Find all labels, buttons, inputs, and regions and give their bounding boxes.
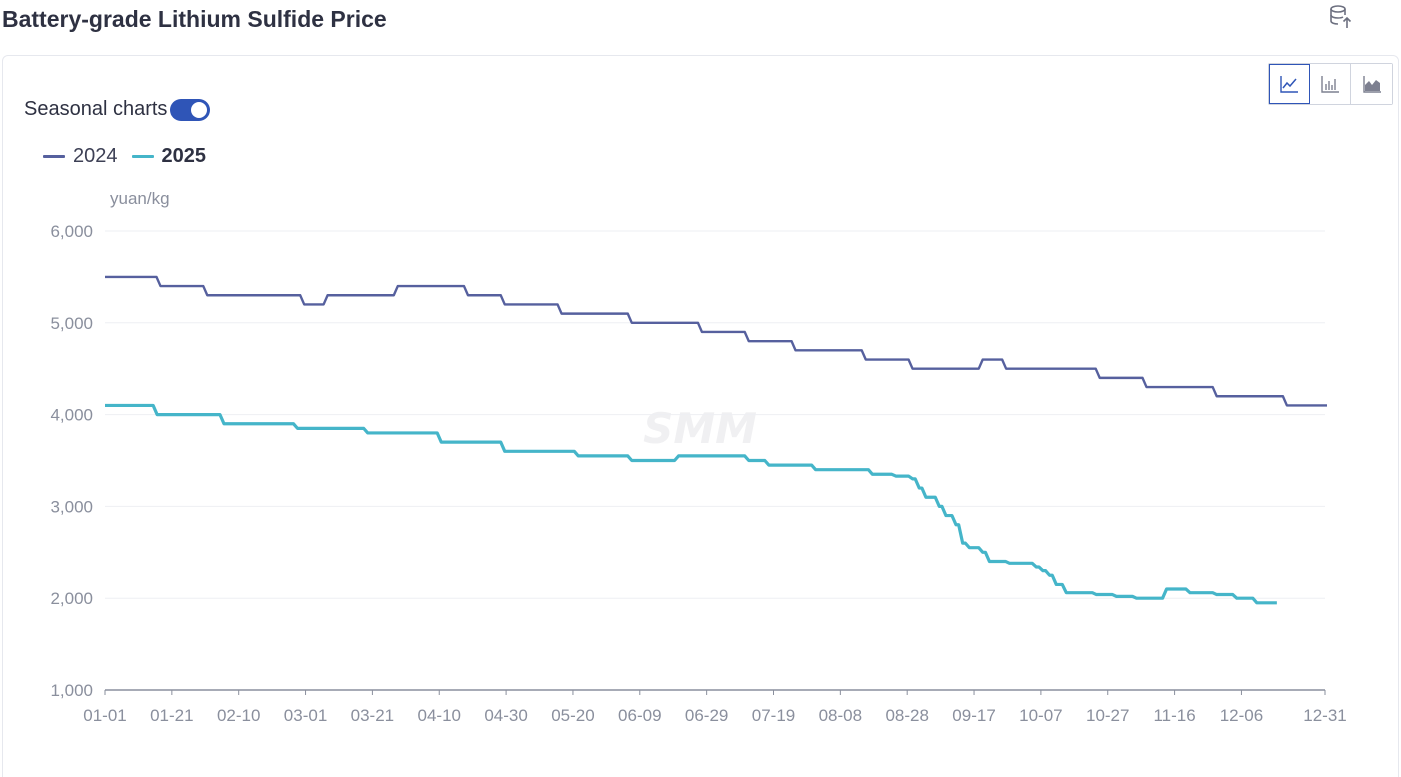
watermark: SMM bbox=[643, 404, 757, 453]
y-tick-label: 3,000 bbox=[50, 497, 93, 516]
y-tick-label: 2,000 bbox=[50, 589, 93, 608]
chart-card bbox=[2, 55, 1399, 777]
seasonal-charts-toggle[interactable] bbox=[170, 98, 211, 121]
database-export-icon bbox=[1330, 5, 1352, 28]
chart-type-switch bbox=[1268, 63, 1393, 105]
x-tick-label: 01-01 bbox=[83, 706, 126, 725]
legend-item-2024[interactable]: 2024 bbox=[43, 145, 118, 168]
x-tick-label: 12-06 bbox=[1220, 706, 1263, 725]
area-chart-icon bbox=[1362, 76, 1381, 93]
legend-swatch-2024 bbox=[43, 155, 65, 158]
x-tick-label: 06-29 bbox=[685, 706, 728, 725]
x-tick-label: 03-21 bbox=[351, 706, 394, 725]
y-tick-label: 5,000 bbox=[50, 314, 93, 333]
series-line-2025 bbox=[105, 403, 1277, 605]
chart-legend: 2024 2025 bbox=[43, 145, 220, 168]
series-line-2024 bbox=[105, 275, 1327, 407]
line-chart-icon bbox=[1280, 76, 1298, 93]
legend-swatch-2025 bbox=[131, 155, 154, 158]
legend-label-2024: 2024 bbox=[73, 145, 118, 167]
x-tick-label: 09-17 bbox=[952, 706, 995, 725]
toggle-knob bbox=[191, 101, 208, 118]
x-tick-label: 05-20 bbox=[551, 706, 594, 725]
x-tick-label: 06-09 bbox=[618, 706, 661, 725]
legend-item-2025[interactable]: 2025 bbox=[131, 145, 207, 168]
x-tick-label: 10-07 bbox=[1019, 706, 1062, 725]
x-tick-label: 11-16 bbox=[1153, 706, 1195, 725]
x-tick-label: 10-27 bbox=[1086, 706, 1129, 725]
x-tick-label: 04-10 bbox=[418, 706, 461, 725]
bar-chart-icon bbox=[1321, 76, 1339, 93]
line-chart-button[interactable] bbox=[1269, 64, 1310, 104]
seasonal-charts-label: Seasonal charts bbox=[24, 98, 168, 120]
x-tick-label: 04-30 bbox=[484, 706, 527, 725]
y-tick-label: 1,000 bbox=[50, 681, 93, 700]
x-tick-label: 02-10 bbox=[217, 706, 260, 725]
x-tick-label: 08-08 bbox=[819, 706, 862, 725]
bar-chart-button[interactable] bbox=[1310, 64, 1351, 104]
export-data-button[interactable] bbox=[1325, 2, 1357, 32]
x-tick-label: 08-28 bbox=[885, 706, 928, 725]
y-tick-label: 6,000 bbox=[50, 222, 93, 241]
x-tick-label: 07-19 bbox=[752, 706, 795, 725]
y-axis-unit: yuan/kg bbox=[110, 189, 170, 208]
x-tick-label: 01-21 bbox=[150, 706, 193, 725]
seasonal-charts-control: Seasonal charts bbox=[24, 98, 211, 121]
area-chart-button[interactable] bbox=[1351, 64, 1392, 104]
page-title: Battery-grade Lithium Sulfide Price bbox=[2, 6, 387, 32]
legend-label-2025: 2025 bbox=[161, 145, 207, 167]
y-tick-label: 4,000 bbox=[50, 406, 93, 425]
x-tick-label: 12-31 bbox=[1303, 706, 1346, 725]
x-tick-label: 03-01 bbox=[284, 706, 327, 725]
